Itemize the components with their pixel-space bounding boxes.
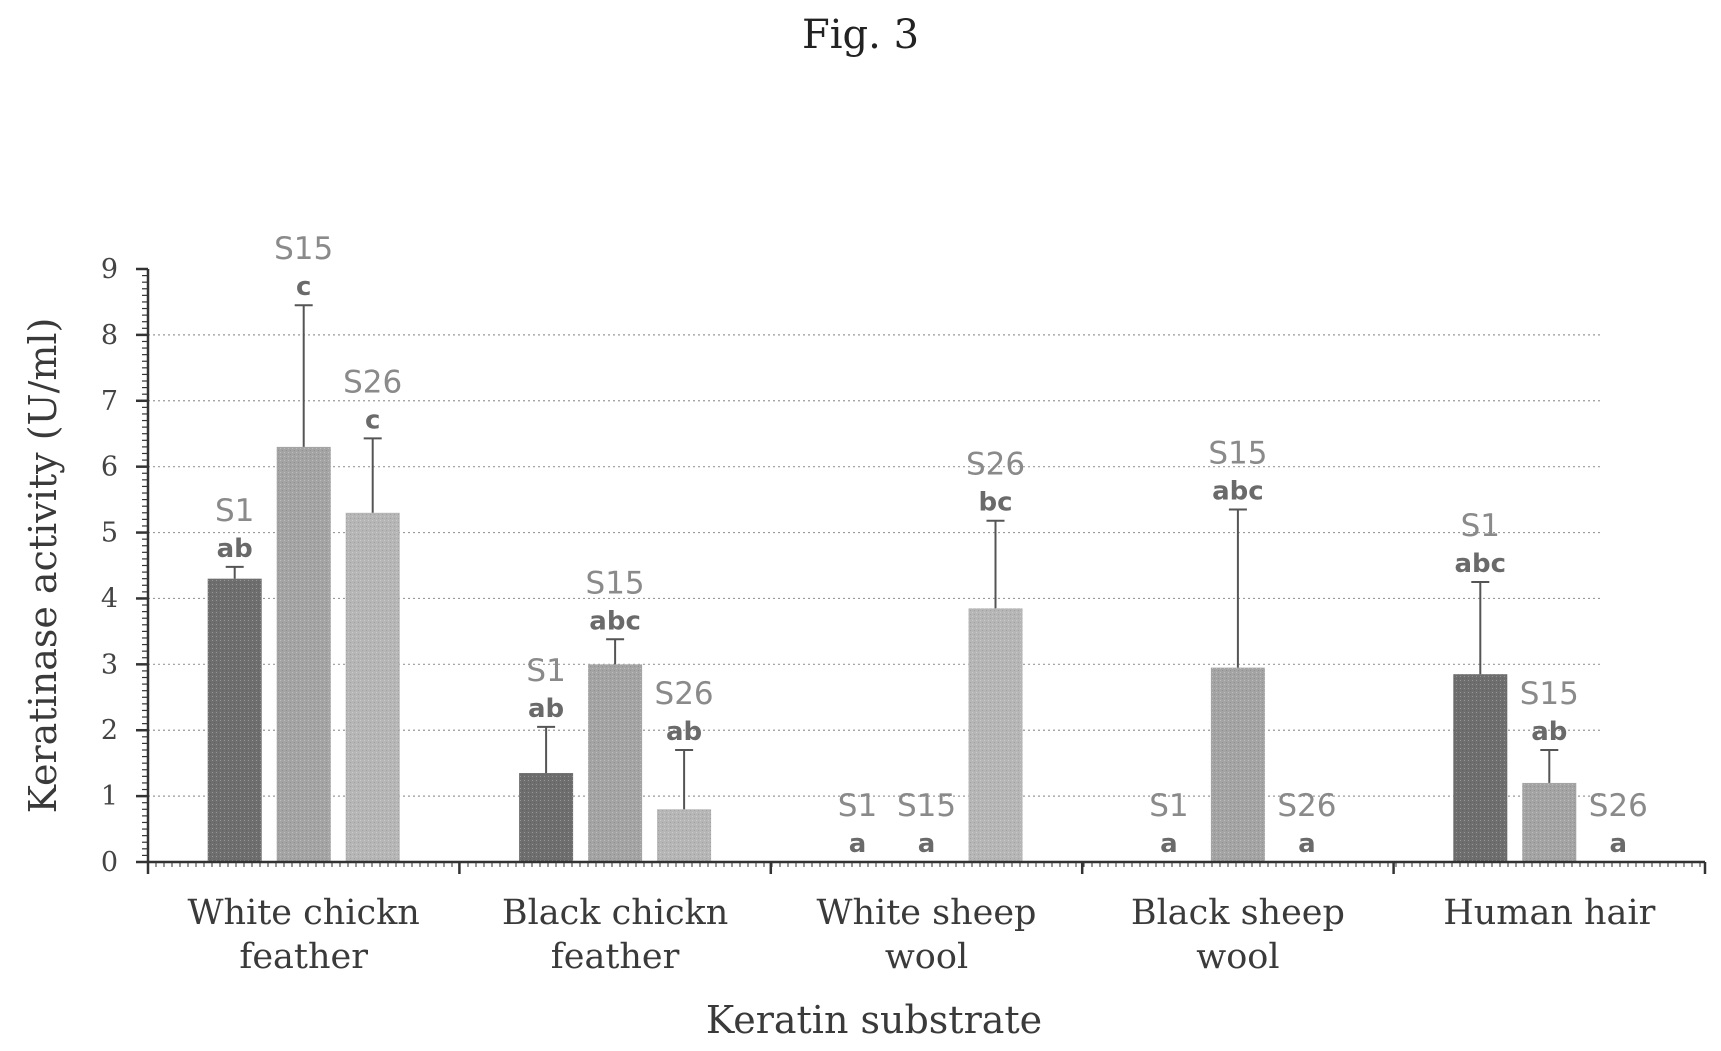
series-label-S1: S1 [215,493,254,529]
significance-letter: bc [978,488,1012,518]
bar-texture [207,578,262,862]
x-axis-title: Keratin substrate [706,998,1042,1042]
series-label-S15: S15 [586,565,645,601]
series-label-S1: S1 [838,788,877,824]
series-label-S15: S15 [897,788,956,824]
significance-letter: a [1298,829,1316,859]
bars [207,304,1577,862]
series-label-S1: S1 [1461,508,1500,544]
significance-letter: ab [528,694,564,724]
category-label: feather [551,937,680,977]
series-label-S15: S15 [1208,435,1267,471]
figure-title: Fig. 3 [801,12,920,58]
significance-letter: ab [217,534,253,564]
y-tick-label: 7 [101,386,118,417]
significance-letter: abc [1212,476,1264,506]
significance-letter: a [1160,829,1178,859]
y-tick-label: 2 [101,715,118,746]
significance-letter: ab [666,717,702,747]
series-label-S15: S15 [1520,676,1579,712]
bar-texture [519,773,574,862]
axes [136,267,1707,874]
category-label: wool [1196,937,1279,977]
significance-letter: c [365,405,380,435]
bar-texture [1453,674,1508,862]
category-label: feather [239,937,368,977]
series-label-S26: S26 [343,364,402,400]
bar-texture [657,809,712,862]
y-tick-label: 3 [101,649,118,680]
significance-letter: a [918,829,936,859]
series-label-S26: S26 [1589,788,1648,824]
category-label: Black chickn [502,893,728,933]
series-label-S15: S15 [274,231,333,267]
bar-texture [276,446,331,862]
significance-letter: a [1610,829,1628,859]
bar-texture [1210,667,1265,862]
category-label: White chickn [188,893,420,933]
y-tick-label: 1 [101,781,118,812]
series-label-S26: S26 [966,447,1025,483]
significance-letter: ab [1531,717,1567,747]
significance-letter: abc [589,606,641,636]
y-tick-label: 8 [101,320,118,351]
significance-letter: abc [1455,549,1507,579]
bar-texture [345,512,400,862]
series-label-S1: S1 [1149,788,1188,824]
significance-letter: a [849,829,867,859]
category-label: White sheep [817,893,1037,933]
y-tick-label: 6 [101,452,118,483]
y-tick-label: 0 [101,847,118,878]
bar-texture [968,608,1023,862]
significance-letter: c [296,272,311,302]
bar-texture [1522,782,1577,862]
bar-texture [588,664,643,862]
category-label: Black sheep [1131,893,1345,933]
y-axis-title: Keratinase activity (U/ml) [21,318,65,814]
category-label: Human hair [1443,893,1655,933]
category-label: wool [885,937,968,977]
series-label-S26: S26 [655,676,714,712]
series-label-S1: S1 [526,653,565,689]
y-tick-label: 5 [101,518,118,549]
y-tick-label: 4 [101,583,118,614]
series-label-S26: S26 [1277,788,1336,824]
y-tick-label: 9 [101,254,118,285]
